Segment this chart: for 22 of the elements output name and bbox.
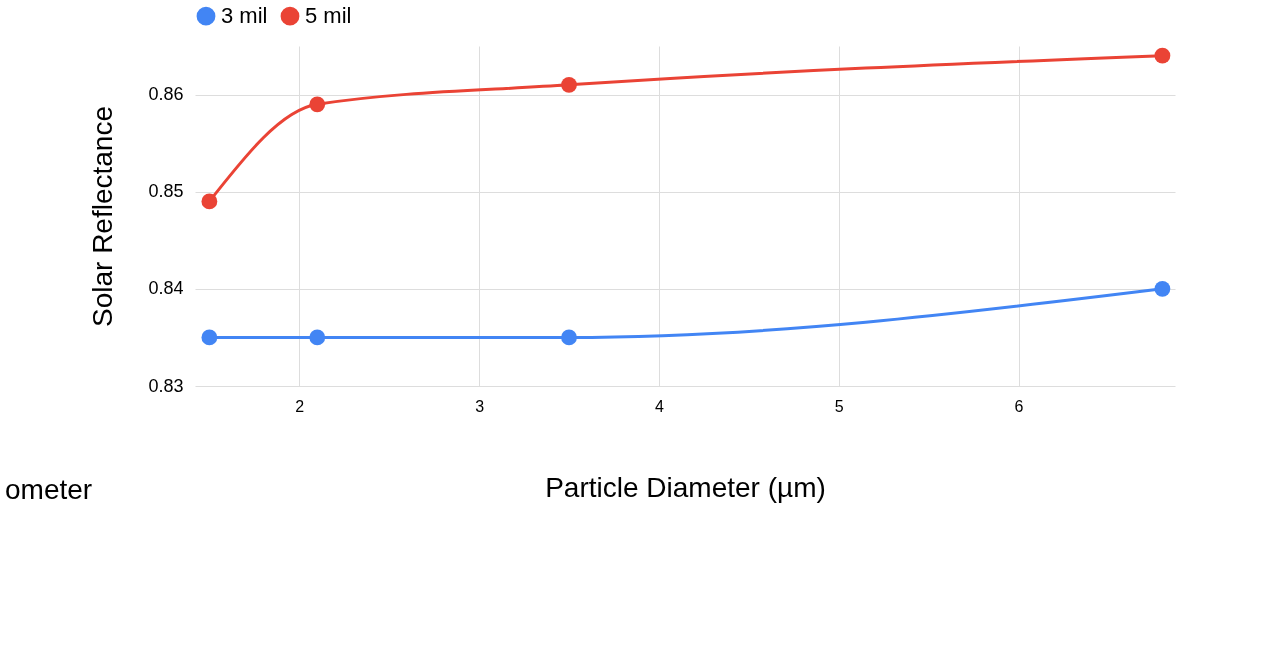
y-tick-label: 0.85	[148, 181, 184, 202]
point	[1154, 47, 1171, 64]
point	[201, 193, 218, 210]
point	[561, 329, 577, 346]
point	[201, 329, 218, 346]
point	[561, 76, 577, 93]
point	[309, 329, 326, 346]
legend-label: 3 mil	[221, 3, 268, 29]
x-tick-label: 3	[475, 397, 485, 415]
x-tick-label: 4	[654, 397, 664, 415]
x-axis-title: Particle Diameter (µm)	[545, 471, 826, 503]
y-tick-label: 0.83	[148, 375, 184, 396]
y-axis-title: Solar Reflectance	[87, 105, 119, 328]
point	[309, 96, 326, 113]
point	[1154, 280, 1171, 297]
x-tick-label: 2	[295, 397, 305, 415]
y-tick-label: 0.86	[148, 84, 184, 105]
y-tick-label: 0.84	[148, 278, 184, 299]
x-tick-label: 6	[1014, 397, 1024, 415]
x-tick-label: 5	[834, 397, 844, 415]
text: ometer	[5, 474, 93, 505]
legend-label: 5 mil	[305, 3, 352, 29]
